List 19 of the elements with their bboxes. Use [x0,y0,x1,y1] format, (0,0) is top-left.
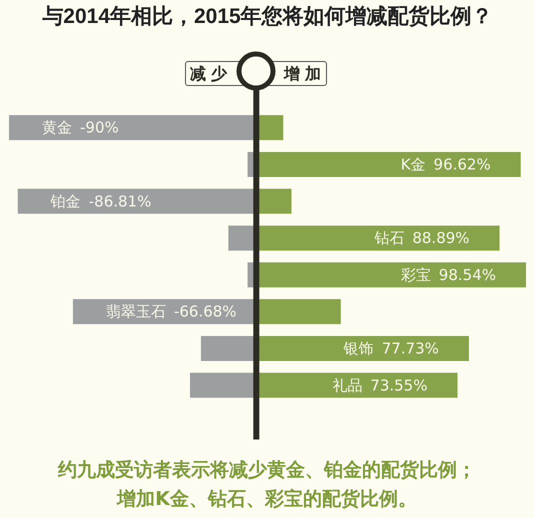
data-label: 96.62% [434,155,491,174]
text: 约九成受访者表示将减少黄金、铂金的配货比例； [56,458,477,483]
y-tick-label: 礼品 [332,376,362,394]
y-tick-label: K金 [400,155,426,174]
data-label: -66.68% [174,302,237,321]
y-tick-label: 彩宝 [400,266,431,284]
data-label: -86.81% [88,192,152,210]
y-tick-label: 铂金 [50,192,81,210]
y-tick-label: 黄金 [42,118,72,137]
data-label: 73.55% [370,376,428,394]
chart-title: 与2014年相比，2015年您将如何增减配货比例？ [41,5,493,28]
data-label: 88.89% [412,229,470,248]
data-label: -90% [80,118,119,137]
y-tick-label: 翡翠玉石 [106,302,166,321]
data-label: 77.73% [382,339,439,358]
y-tick-label: 银饰 [342,339,374,358]
data-label: 98.54% [438,266,496,284]
y-tick-label: 钻石 [373,229,404,248]
text: 增加K金、钻石、彩宝的配货比例。 [116,487,418,512]
